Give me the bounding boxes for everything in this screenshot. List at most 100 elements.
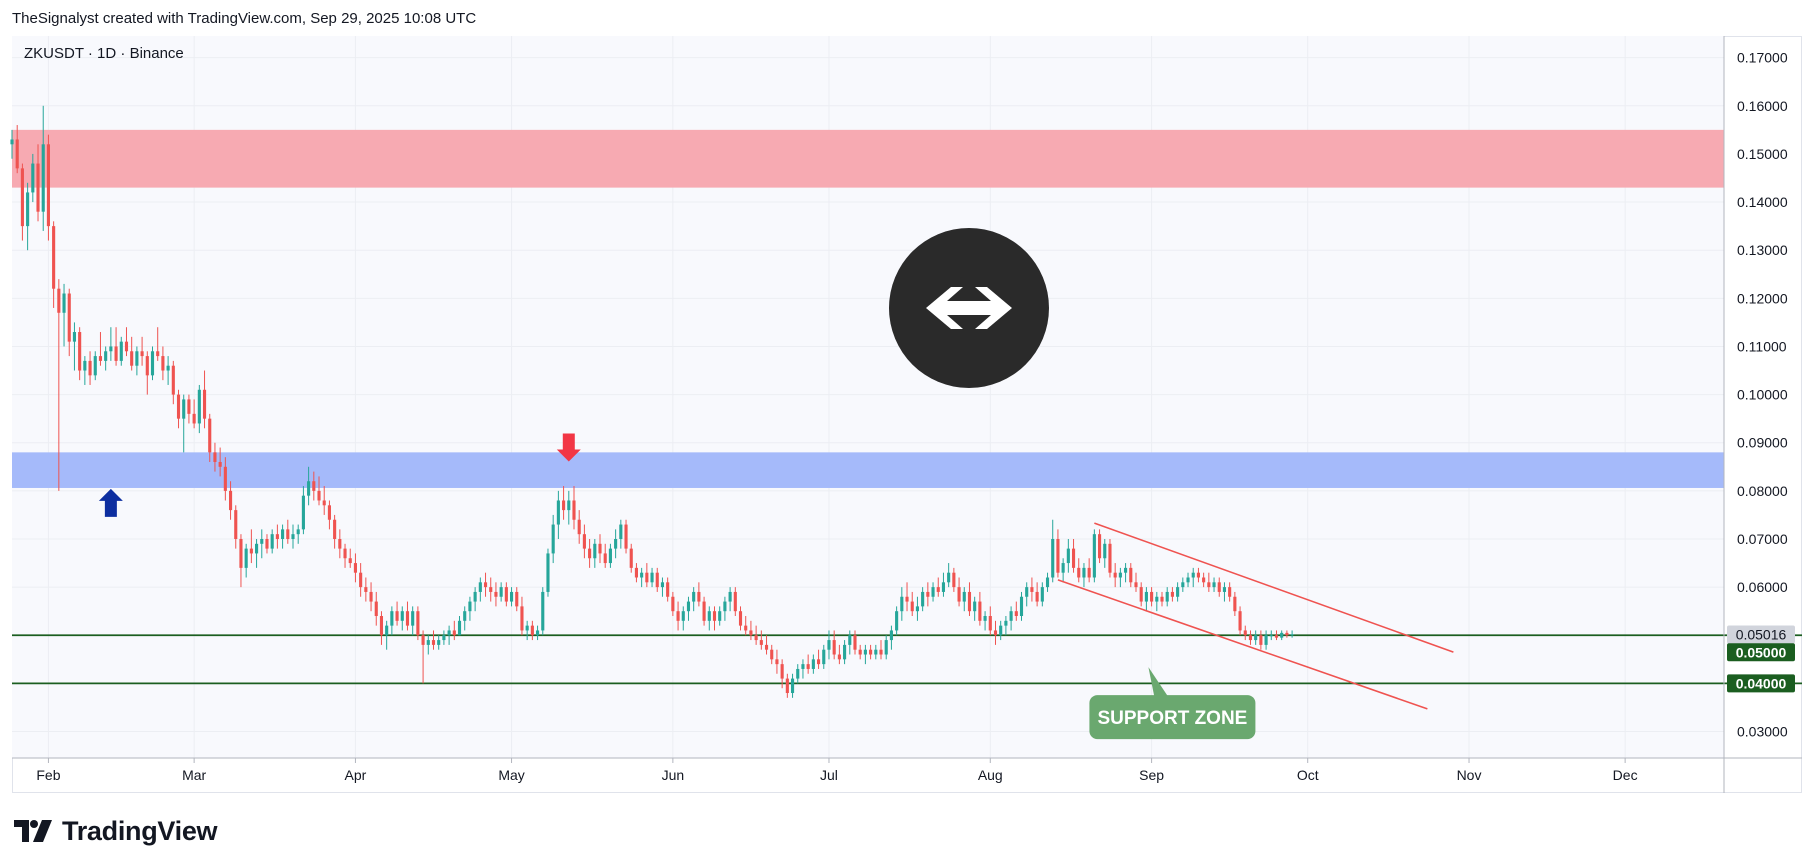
candle-body xyxy=(135,351,139,366)
candle-body xyxy=(98,356,103,361)
candle xyxy=(1155,591,1159,612)
candle-body xyxy=(1134,582,1138,588)
candle-body xyxy=(952,572,956,588)
callout-box xyxy=(1089,695,1256,740)
candle-body xyxy=(900,596,904,612)
candle xyxy=(744,616,748,636)
candle xyxy=(1061,558,1065,583)
candle-body xyxy=(187,399,191,414)
support-zone-callout: SUPPORT ZONE xyxy=(1089,667,1256,740)
candle xyxy=(967,582,972,617)
candle-body xyxy=(156,351,160,357)
candle-body xyxy=(1030,587,1034,592)
candle xyxy=(426,635,430,655)
candle xyxy=(702,596,706,626)
candle-body xyxy=(988,616,992,631)
candle-body xyxy=(1082,567,1086,578)
candle-body xyxy=(692,591,696,602)
zone-support-resistance xyxy=(12,452,1724,488)
candle xyxy=(567,490,571,525)
candle xyxy=(291,524,295,549)
candle xyxy=(697,582,701,607)
arrow-up-icon xyxy=(98,488,123,517)
candle-body xyxy=(41,144,45,212)
candle-body xyxy=(702,601,706,621)
candle xyxy=(1087,558,1091,583)
candle xyxy=(764,635,769,655)
candle xyxy=(239,534,243,588)
candle xyxy=(431,630,436,650)
y-tick-label: 0.03000 xyxy=(1737,724,1788,740)
candle-body xyxy=(161,356,165,371)
candle xyxy=(770,644,774,665)
candle-body xyxy=(1238,611,1242,631)
candle xyxy=(577,510,581,544)
candle-body xyxy=(572,500,576,520)
candle xyxy=(915,596,919,621)
candle-body xyxy=(1170,591,1174,597)
candle-body xyxy=(1207,582,1211,588)
candle-body xyxy=(905,596,909,602)
candle-body xyxy=(478,582,482,592)
candle-body xyxy=(1274,635,1279,638)
candle-body xyxy=(822,649,826,665)
tradingview-logo[interactable]: TradingView xyxy=(14,816,218,846)
candle-body xyxy=(1222,587,1227,592)
candle xyxy=(1238,606,1242,636)
candle xyxy=(1259,630,1263,650)
candle-body xyxy=(629,548,633,568)
candle-body xyxy=(1243,630,1247,636)
candle xyxy=(161,346,165,381)
candle xyxy=(598,534,602,564)
candle-body xyxy=(457,620,462,636)
candle xyxy=(1207,572,1211,592)
candle xyxy=(921,587,925,612)
candle xyxy=(952,567,956,592)
candle-body xyxy=(1061,563,1065,573)
candle xyxy=(1254,630,1258,645)
candle-body xyxy=(234,510,238,539)
candle-body xyxy=(915,606,919,612)
candle-body xyxy=(62,293,66,313)
candle xyxy=(889,625,893,650)
annotations: SUPPORT ZONE xyxy=(1089,667,1256,740)
price-label-text: 0.05000 xyxy=(1736,644,1787,660)
candle xyxy=(900,587,904,621)
candle-body xyxy=(483,582,488,588)
candle-body xyxy=(405,611,410,626)
candle xyxy=(1009,606,1013,631)
candle xyxy=(728,587,732,612)
candle-body xyxy=(936,587,940,592)
candle xyxy=(20,163,24,241)
candle xyxy=(416,606,420,641)
candle xyxy=(536,625,540,641)
candle xyxy=(67,288,71,357)
candle-body xyxy=(530,625,534,636)
candle xyxy=(754,625,758,645)
candle-body xyxy=(150,351,155,376)
candle xyxy=(1035,582,1039,607)
candle xyxy=(790,673,795,698)
candle-body xyxy=(426,640,430,645)
candle-body xyxy=(1144,591,1148,602)
candle xyxy=(608,543,612,568)
candle-body xyxy=(1269,635,1273,637)
candle-body xyxy=(140,351,144,357)
candle-body xyxy=(307,481,311,496)
symbol-info[interactable]: ZKUSDT · 1D · Binance xyxy=(24,45,184,62)
candle-body xyxy=(624,524,628,549)
candle-body xyxy=(889,630,893,641)
candle-body xyxy=(109,346,113,352)
candle-body xyxy=(57,288,61,313)
candle xyxy=(1051,519,1055,583)
candle xyxy=(322,486,326,515)
descending-channel xyxy=(1057,522,1454,710)
candle-body xyxy=(312,481,316,491)
candle xyxy=(202,370,207,429)
candle xyxy=(811,654,815,674)
candle xyxy=(749,620,753,641)
candle xyxy=(1129,563,1133,588)
candle-body xyxy=(31,163,35,193)
candle-body xyxy=(863,649,867,655)
